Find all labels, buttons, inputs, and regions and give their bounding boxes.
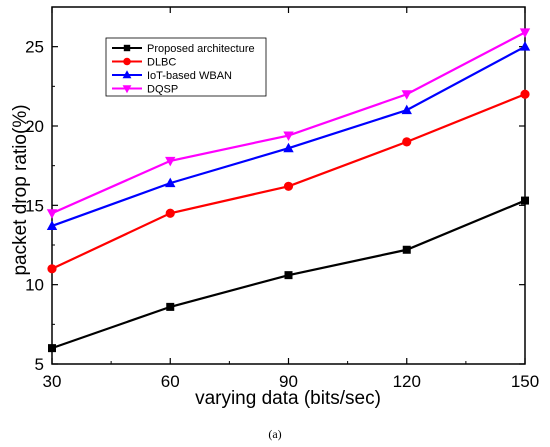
legend-label: DLBC bbox=[147, 57, 176, 69]
data-point bbox=[401, 104, 412, 115]
data-point bbox=[284, 271, 293, 280]
x-tick-label: 30 bbox=[43, 372, 62, 391]
y-tick-label: 10 bbox=[25, 276, 44, 295]
data-point bbox=[46, 220, 58, 230]
series-1 bbox=[47, 89, 530, 274]
data-point bbox=[519, 28, 531, 38]
y-tick-label: 20 bbox=[25, 117, 44, 136]
legend-marker bbox=[123, 57, 131, 66]
legend-marker bbox=[122, 85, 132, 94]
data-point bbox=[48, 344, 56, 353]
y-axis-title: packet drop ratio(%) bbox=[10, 104, 31, 275]
series-3 bbox=[46, 28, 531, 219]
data-point bbox=[402, 137, 412, 147]
series-layer bbox=[46, 28, 531, 353]
legend-marker bbox=[122, 70, 132, 79]
y-tick-label: 5 bbox=[35, 355, 44, 374]
series-0 bbox=[48, 196, 529, 353]
data-point bbox=[283, 142, 294, 153]
x-axis-title: varying data (bits/sec) bbox=[195, 388, 381, 409]
legend-marker bbox=[123, 44, 131, 52]
data-point bbox=[402, 245, 411, 254]
data-point bbox=[283, 131, 294, 142]
x-tick-label: 60 bbox=[161, 372, 180, 391]
data-point bbox=[165, 208, 175, 218]
data-point bbox=[47, 264, 57, 274]
data-point bbox=[165, 177, 176, 188]
data-point bbox=[519, 41, 531, 51]
legend-label: DQSP bbox=[147, 84, 178, 96]
x-tick-label: 120 bbox=[393, 372, 421, 391]
series-2 bbox=[46, 41, 531, 230]
data-point bbox=[401, 90, 412, 100]
x-tick-label: 90 bbox=[279, 372, 298, 391]
data-point bbox=[520, 89, 530, 99]
data-point bbox=[46, 209, 58, 219]
data-point bbox=[283, 181, 294, 191]
legend-label: IoT-based WBAN bbox=[147, 70, 232, 82]
y-tick-label: 15 bbox=[25, 196, 44, 215]
legend-label: Proposed architecture bbox=[147, 43, 255, 55]
y-tick-label: 25 bbox=[25, 38, 44, 57]
data-point bbox=[521, 196, 529, 205]
x-tick-label: 150 bbox=[511, 372, 539, 391]
figure-caption: (a) bbox=[268, 427, 281, 441]
data-point bbox=[165, 156, 176, 167]
tick-labels: 30 60 90 120 150 5 10 15 20 25 bbox=[25, 38, 539, 391]
data-point bbox=[166, 302, 175, 311]
